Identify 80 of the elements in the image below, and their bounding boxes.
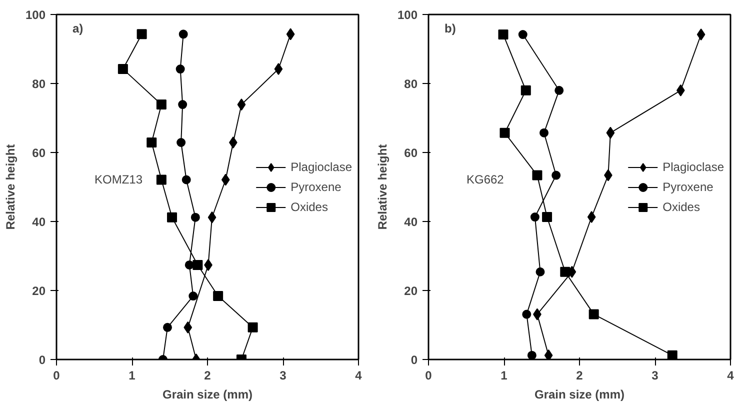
point <box>536 267 545 276</box>
x-tick-label: 1 <box>500 368 508 382</box>
point <box>192 260 203 270</box>
point <box>178 100 188 110</box>
y-tick-label: 100 <box>25 8 46 22</box>
point <box>182 175 191 184</box>
point <box>213 291 224 302</box>
y-tick-label: 40 <box>404 215 418 229</box>
point <box>522 310 532 319</box>
point <box>184 321 192 334</box>
point <box>208 211 216 224</box>
legend-label: Oxides <box>662 200 700 214</box>
point <box>527 350 536 360</box>
point <box>184 260 194 270</box>
point <box>146 137 157 148</box>
legend-label: Plagioclase <box>290 160 352 174</box>
point <box>532 170 542 180</box>
point <box>221 174 230 186</box>
x-axis-title: Grain size (mm) <box>162 388 253 402</box>
point <box>190 212 200 222</box>
point <box>520 85 531 96</box>
point <box>606 126 615 139</box>
point <box>248 322 258 332</box>
point <box>274 63 283 76</box>
legend-label: Pyroxene <box>662 180 714 194</box>
point <box>118 64 128 74</box>
x-tick-label: 3 <box>652 368 659 382</box>
annotation: b) <box>444 22 456 36</box>
x-tick-label: 4 <box>727 368 734 382</box>
y-tick-label: 40 <box>32 215 46 229</box>
point <box>167 212 178 222</box>
point <box>188 292 198 301</box>
x-tick-label: 0 <box>53 368 60 382</box>
y-tick-label: 60 <box>404 146 418 160</box>
point <box>560 266 570 277</box>
x-tick-label: 3 <box>280 368 287 382</box>
y-axis-title: Relative height <box>375 144 390 230</box>
point <box>176 64 185 74</box>
x-axis-title: Grain size (mm) <box>534 388 625 402</box>
point <box>518 30 528 39</box>
point <box>696 28 706 41</box>
point <box>176 138 186 147</box>
y-tick-label: 20 <box>404 284 418 298</box>
point <box>156 100 166 110</box>
point <box>237 98 246 111</box>
point <box>500 128 510 138</box>
point <box>286 28 295 40</box>
legend-label: Pyroxene <box>290 180 342 194</box>
y-tick-label: 80 <box>32 77 46 91</box>
x-tick-label: 2 <box>576 368 584 382</box>
y-tick-label: 80 <box>404 77 418 91</box>
point <box>540 128 549 138</box>
legend-label: Plagioclase <box>662 160 724 174</box>
point <box>587 211 596 224</box>
x-tick-label: 2 <box>204 368 212 382</box>
point <box>156 174 166 185</box>
x-tick-label: 4 <box>355 368 362 382</box>
point <box>588 309 599 320</box>
point <box>542 212 552 222</box>
point <box>136 29 147 40</box>
point <box>667 350 678 360</box>
annotation: KG662 <box>466 172 504 186</box>
point <box>178 30 188 39</box>
point <box>530 212 540 222</box>
legend-label: Oxides <box>290 200 328 214</box>
y-tick-label: 60 <box>32 146 46 160</box>
y-tick-label: 20 <box>32 284 46 298</box>
y-tick-label: 0 <box>38 353 46 367</box>
point <box>552 170 561 180</box>
annotation: KOMZ13 <box>94 172 143 186</box>
y-axis-title: Relative height <box>3 144 18 230</box>
x-tick-label: 1 <box>128 368 136 382</box>
point <box>162 322 172 332</box>
point <box>554 86 564 95</box>
annotation: a) <box>72 22 84 36</box>
point <box>544 349 553 360</box>
x-tick-label: 0 <box>425 368 432 382</box>
point <box>498 30 508 40</box>
y-tick-label: 100 <box>397 8 418 22</box>
y-tick-label: 0 <box>410 353 418 367</box>
